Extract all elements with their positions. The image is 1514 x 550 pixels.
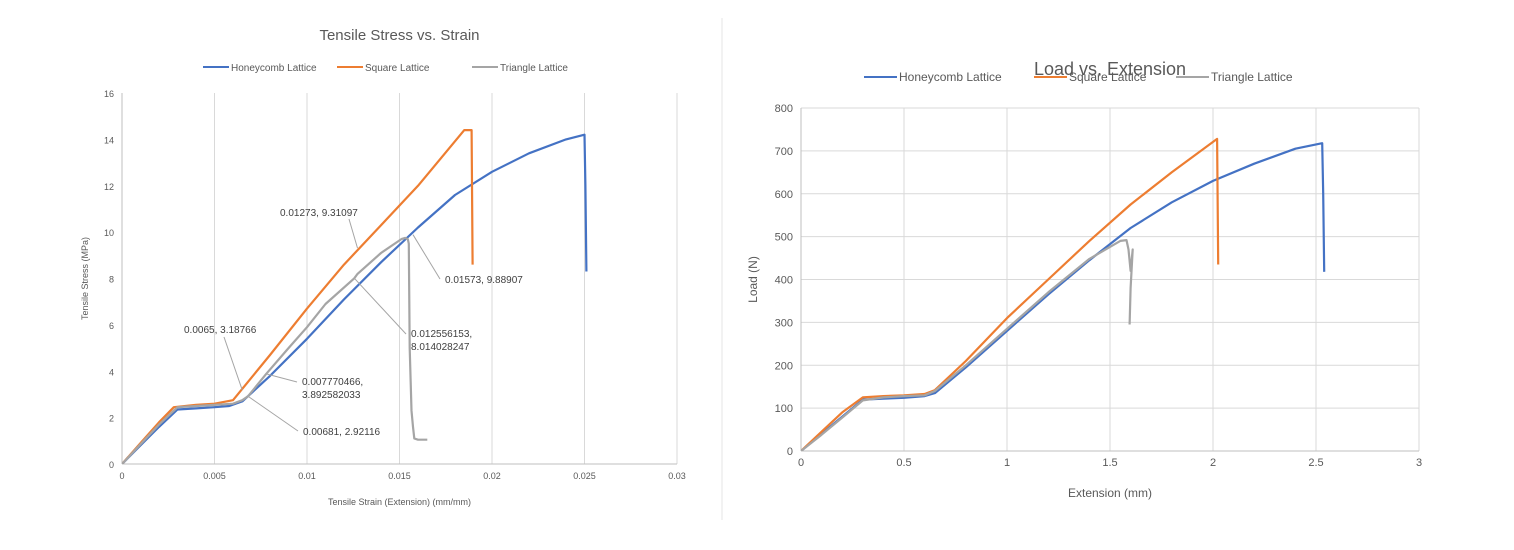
data-label-leader-3	[223, 336, 243, 391]
legend-label-1: Square Lattice	[365, 63, 430, 74]
y-tick-label-5: 500	[775, 232, 793, 244]
series-line-honeycomb-lattice	[801, 142, 1326, 451]
y-tick-label-4: 400	[775, 275, 793, 287]
y-tick-label-1: 2	[109, 414, 114, 424]
x-axis-title: Tensile Strain (Extension) (mm/mm)	[328, 497, 471, 507]
y-tick-label-7: 14	[104, 135, 114, 145]
data-label-text-4-0: 0.007770466,	[302, 377, 363, 388]
legend-label-2: Triangle Lattice	[500, 63, 568, 74]
y-tick-label-3: 6	[109, 321, 114, 331]
y-tick-label-2: 4	[109, 367, 114, 377]
x-tick-label-6: 3	[1416, 457, 1422, 469]
y-axis-title: Tensile Stress (MPa)	[80, 237, 90, 320]
x-tick-label-2: 1	[1004, 457, 1010, 469]
y-tick-label-2: 200	[775, 360, 793, 372]
tensile-stress-chart: Tensile Stress vs. Strain Honeycomb Latti…	[80, 27, 686, 507]
chart-title: Load vs. Extension	[1034, 59, 1186, 79]
data-label-text-1-0: 0.01573, 9.88907	[445, 275, 523, 286]
series-line-square-lattice	[122, 129, 474, 464]
y-tick-label-8: 800	[775, 103, 793, 115]
legend-label-1: Square Lattice	[1069, 70, 1147, 84]
y-tick-label-8: 16	[104, 89, 114, 99]
data-label-leader-1	[412, 234, 441, 280]
x-tick-label-1: 0.005	[203, 471, 226, 481]
y-tick-label-0: 0	[787, 446, 793, 458]
load-extension-chart: Load vs. Extension Honeycomb Lattice Squar…	[746, 59, 1422, 500]
y-tick-label-7: 700	[775, 146, 793, 158]
legend-label-0: Honeycomb Lattice	[231, 63, 317, 74]
legend-label-2: Triangle Lattice	[1211, 70, 1293, 84]
y-tick-label-6: 600	[775, 189, 793, 201]
data-label-text-2-0: 0.012556153,	[411, 329, 472, 340]
x-tick-label-6: 0.03	[668, 471, 686, 481]
data-label-leader-2	[353, 277, 407, 335]
x-tick-label-4: 0.02	[483, 471, 501, 481]
x-tick-label-0: 0	[798, 457, 804, 469]
data-label-1: 0.01573, 9.88907	[412, 234, 523, 286]
legend-label-0: Honeycomb Lattice	[899, 70, 1002, 84]
data-label-leader-5	[247, 395, 299, 432]
x-tick-label-5: 0.025	[573, 471, 596, 481]
data-label-3: 0.0065, 3.18766	[184, 325, 257, 391]
y-tick-label-0: 0	[109, 460, 114, 470]
y-tick-label-1: 100	[775, 403, 793, 415]
data-label-text-3-0: 0.0065, 3.18766	[184, 325, 257, 336]
series-line-square-lattice	[801, 137, 1220, 451]
x-tick-label-3: 1.5	[1102, 457, 1117, 469]
data-label-text-5-0: 0.00681, 2.92116	[303, 427, 381, 438]
x-tick-label-0: 0	[119, 471, 124, 481]
y-tick-label-5: 10	[104, 228, 114, 238]
data-label-leader-4	[265, 373, 298, 383]
x-tick-label-3: 0.015	[388, 471, 411, 481]
x-tick-label-2: 0.01	[298, 471, 316, 481]
series-line-triangle-lattice	[801, 239, 1134, 451]
data-label-text-0-0: 0.01273, 9.31097	[280, 208, 358, 219]
chart-title: Tensile Stress vs. Strain	[319, 27, 479, 44]
x-tick-label-5: 2.5	[1308, 457, 1323, 469]
data-label-2: 0.012556153, 8.014028247	[353, 277, 472, 353]
x-tick-label-1: 0.5	[896, 457, 911, 469]
data-label-text-2-1: 8.014028247	[411, 342, 470, 353]
data-label-text-4-1: 3.892582033	[302, 390, 361, 401]
legend: Honeycomb Lattice Square Lattice Triangle …	[203, 63, 568, 74]
x-axis-title: Extension (mm)	[1068, 486, 1152, 500]
y-axis-title: Load (N)	[746, 256, 760, 303]
x-tick-label-4: 2	[1210, 457, 1216, 469]
data-label-leader-0	[348, 218, 358, 249]
y-tick-label-4: 8	[109, 275, 114, 285]
data-label-5: 0.00681, 2.92116	[247, 395, 381, 438]
data-label-4: 0.007770466, 3.892582033	[265, 373, 363, 401]
series-line-honeycomb-lattice	[122, 133, 588, 464]
data-label-0: 0.01273, 9.31097	[280, 208, 358, 249]
legend: Honeycomb Lattice Square Lattice Triangle …	[864, 70, 1293, 84]
y-tick-label-3: 300	[775, 317, 793, 329]
series-line-triangle-lattice	[122, 236, 428, 464]
y-tick-label-6: 12	[104, 182, 114, 192]
